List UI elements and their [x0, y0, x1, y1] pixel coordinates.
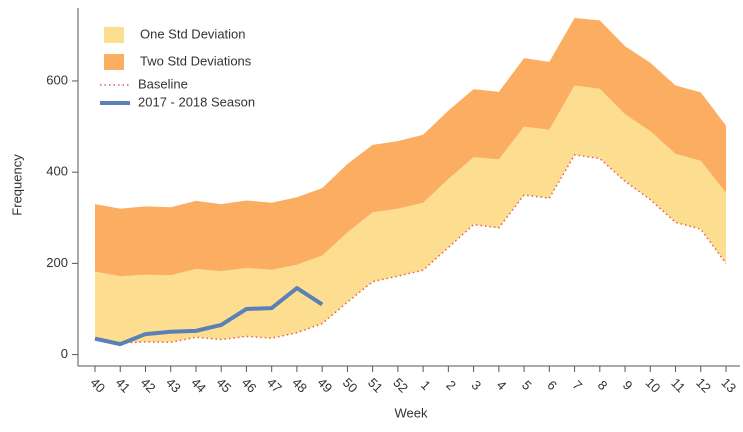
x-tick-label: 5	[519, 377, 535, 393]
x-tick-label: 13	[718, 375, 739, 396]
y-tick-label: 400	[46, 164, 68, 179]
x-tick-label: 46	[239, 375, 260, 396]
x-tick-label: 6	[544, 377, 560, 393]
legend-label: Two Std Deviations	[140, 53, 252, 68]
x-tick-label: 1	[418, 377, 434, 393]
y-tick-label: 600	[46, 72, 68, 87]
baseline-line	[94, 154, 727, 344]
x-tick-label: 47	[264, 375, 285, 396]
x-tick-label: 44	[188, 375, 209, 396]
x-tick-label: 7	[569, 377, 585, 393]
x-tick-label: 40	[87, 375, 108, 396]
y-axis-title: Frequency	[9, 154, 24, 216]
legend-swatch	[104, 54, 124, 70]
legend-label: Baseline	[138, 76, 188, 91]
x-tick-label: 4	[494, 377, 510, 393]
x-tick-label: 43	[163, 375, 184, 396]
x-tick-label: 9	[620, 377, 636, 393]
season-line	[94, 286, 324, 347]
x-tick-label: 3	[468, 377, 484, 393]
x-tick-label: 48	[289, 375, 310, 396]
x-tick-label: 12	[693, 375, 714, 396]
x-tick-label: 45	[214, 375, 235, 396]
y-tick-label: 200	[46, 255, 68, 270]
x-tick-label: 8	[595, 377, 611, 393]
x-tick-label: 41	[113, 375, 134, 396]
x-tick-label: 50	[340, 375, 361, 396]
y-tick-label: 0	[61, 346, 68, 361]
legend-swatch	[104, 27, 124, 43]
band-area	[95, 85, 726, 344]
x-tick-label: 49	[314, 375, 335, 396]
plot-area	[94, 18, 727, 347]
x-tick-label: 2	[443, 377, 459, 393]
x-axis-title: Week	[395, 405, 428, 420]
x-tick-label: 11	[668, 375, 688, 395]
x-tick-label: 42	[138, 375, 159, 396]
x-tick-label: 10	[643, 375, 664, 396]
legend-label: One Std Deviation	[140, 26, 246, 41]
band-area	[95, 18, 726, 277]
legend-label: 2017 - 2018 Season	[138, 94, 255, 109]
x-tick-label: 51	[365, 375, 386, 396]
x-tick-label: 52	[390, 375, 411, 396]
